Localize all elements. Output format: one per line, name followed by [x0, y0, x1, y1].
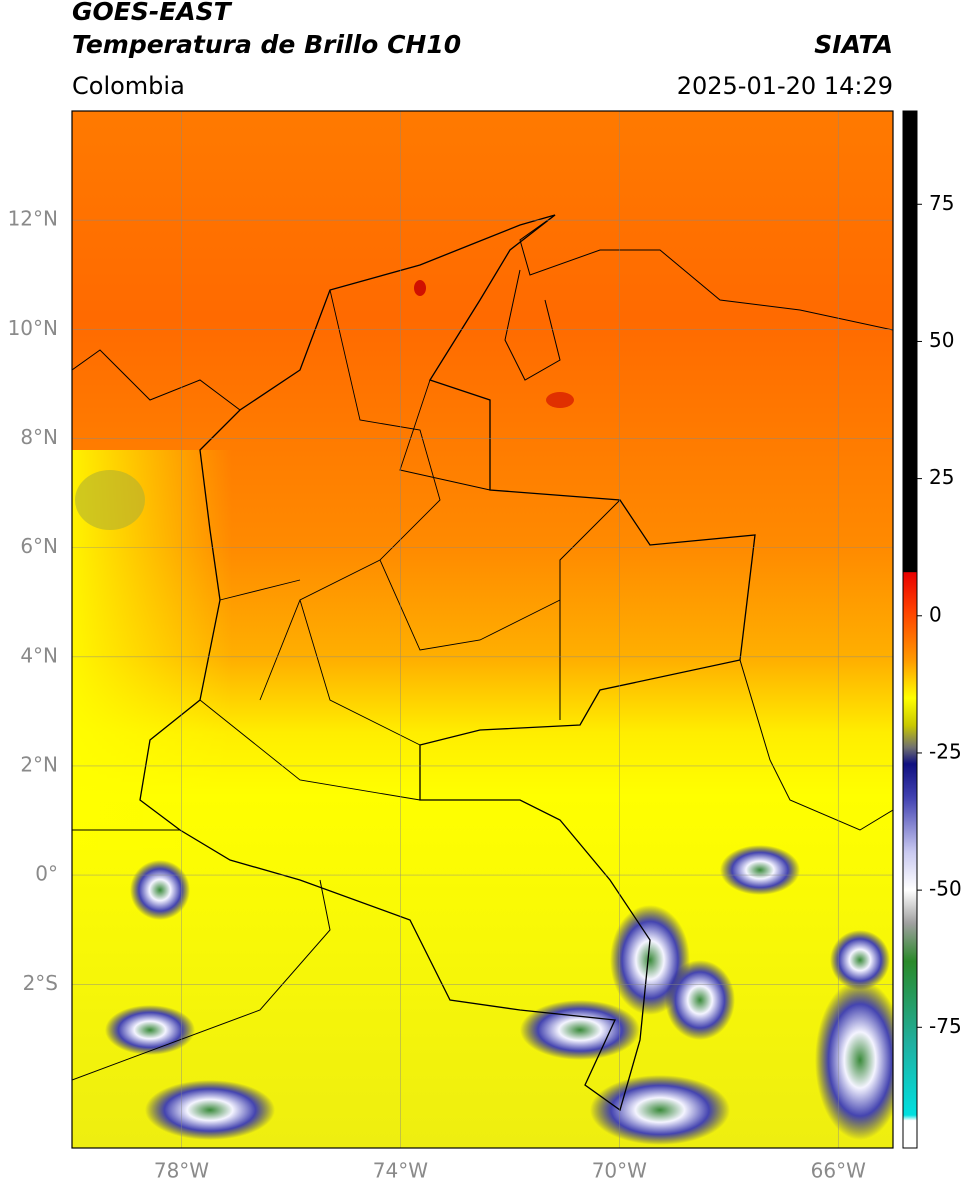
source: SIATA — [814, 30, 893, 59]
lon-label: 70°W — [592, 1159, 647, 1183]
lat-label: 2°N — [20, 752, 58, 776]
lat-label: 0° — [35, 862, 58, 886]
title: GOES-EAST — [72, 0, 233, 26]
lon-label: 78°W — [154, 1159, 209, 1183]
subtitle: Temperatura de Brillo CH10 — [72, 30, 461, 59]
colorbar-label: 75 — [929, 191, 954, 215]
lat-label: 6°N — [20, 534, 58, 558]
colorbar-label: -75 — [929, 1014, 962, 1038]
lon-label: 66°W — [811, 1159, 866, 1183]
datetime: 2025-01-20 14:29 — [677, 72, 893, 100]
colorbar-label: -50 — [929, 877, 962, 901]
colorbar-label: 25 — [929, 465, 954, 489]
map-image — [72, 111, 893, 1148]
lat-label: 10°N — [8, 316, 58, 340]
lat-label: 12°N — [8, 207, 58, 231]
colorbar-label: 50 — [929, 328, 954, 352]
colorbar — [902, 110, 918, 1149]
colorbar-label: 0 — [929, 602, 942, 626]
lat-label: 8°N — [20, 425, 58, 449]
colorbar-label: -25 — [929, 739, 962, 763]
lat-label: 4°N — [20, 643, 58, 667]
region: Colombia — [72, 72, 185, 100]
lat-label: 2°S — [23, 971, 58, 995]
map-frame — [71, 110, 894, 1149]
lon-label: 74°W — [373, 1159, 428, 1183]
